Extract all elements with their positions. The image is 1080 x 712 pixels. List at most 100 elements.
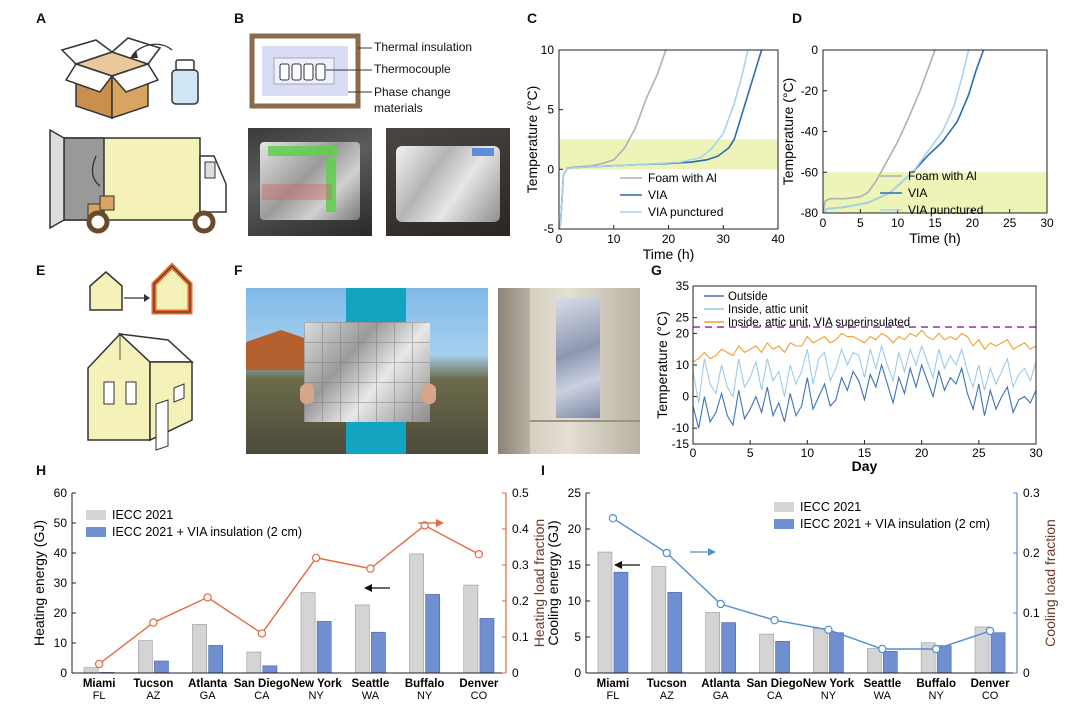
chart-C-ylabel: Temperature (°C) [524,86,540,194]
chart-C-ytick-2: 5 [547,103,554,117]
chart-D-series-2 [822,49,970,214]
chart-H-bar-via-3 [262,665,278,674]
chart-I-fraction-point-7 [985,626,995,636]
chart-I-fraction-point-5 [878,644,887,654]
chart-I-ytick-4: 20 [568,522,582,536]
chart-H-bar-base-3 [246,651,262,674]
chart-G-xlabel: Day [852,458,878,474]
chart-G-xtick-1: 5 [747,446,754,460]
panel-label-a: A [36,10,47,26]
chart-H-bar-base-4 [300,592,316,674]
chart-D-ytick-3: -20 [801,84,819,98]
chart-H-category-state-0: FL [93,690,106,702]
chart-I-ytick-1: 5 [574,630,581,644]
chart-H-y2tick-4: 0.4 [512,522,529,536]
chart-H-fraction-point-1 [149,618,158,627]
chart-I-fraction-point-2 [716,599,725,609]
chart-D-ytick-1: -60 [801,165,819,179]
chart-G-ylabel: Temperature (°C) [654,311,670,419]
chart-I-arrow-left-head-icon [614,561,622,569]
chart-H-ytick-3: 30 [54,576,68,590]
chart-H-category-state-7: CO [471,690,488,702]
chart-C-xtick-4: 40 [771,232,785,246]
chart-I-category-state-1: AZ [660,690,674,702]
label-thermal-insulation: Thermal insulation [374,40,473,54]
chart-I-legend-swatch-1 [774,519,794,529]
chart-G-ytick-2: 0 [682,390,689,404]
chart-C-xlabel: Time (h) [643,246,695,262]
chart-H-category-state-2: GA [200,690,217,702]
chart-I-category-state-5: WA [874,690,892,702]
panel-label-i: I [541,462,545,478]
chart-D-band [823,172,1047,213]
chart-I-bar-base-5 [867,648,882,674]
chart-I-arrow-right-head-icon [708,548,716,556]
chart-I-category-2: Atlanta [701,678,741,690]
chart-H-y2label: Heating load fraction [531,519,547,647]
chart-D-xlabel: Time (h) [909,230,961,246]
chart-H-bar-base-7 [463,584,479,674]
chart-I-ytick-0: 0 [574,666,581,680]
chart-H-category-state-5: WA [362,690,380,702]
chart-I-category-3: San Diego [746,678,802,690]
chart-C-legend-0: Foam with Al [648,171,717,185]
chart-C-ytick-1: 0 [547,162,554,176]
chart-H-y2tick-2: 0.2 [512,594,529,608]
chart-H-category-state-6: NY [417,690,433,702]
chart-G-ytick-5: 25 [676,311,690,325]
chart-H-bar-via-7 [479,618,495,674]
chart-H-ytick-2: 20 [54,606,68,620]
chart-I-fraction-point-4 [824,625,833,635]
chart-I-category-state-3: CA [767,690,783,702]
chart-C-ytick-0: -5 [543,222,554,236]
chart-D-xtick-2: 10 [891,216,905,230]
chart-I-y2tick-1: 0.1 [1023,606,1040,620]
chart-I-bar-base-2 [705,612,720,674]
chart-H-legend-0: IECC 2021 [112,508,173,522]
chart-H-y2tick-3: 0.3 [512,558,529,572]
chart-H-ytick-4: 40 [54,546,68,560]
chart-G-ytick-1: -10 [672,421,690,435]
chart-I-fraction-point-3 [770,616,779,625]
chart-D-legend-2: VIA punctured [908,203,983,217]
label-phase-change: Phase change [374,85,451,99]
chart-H-fraction-point-4 [311,553,321,563]
chart-I-y2label: Cooling load fraction [1042,519,1058,647]
chart-G-series-2 [692,329,1037,363]
chart-H-category-state-4: NY [308,690,324,702]
chart-G-xtick-0: 0 [690,446,697,460]
chart-H-legend-swatch-1 [86,527,106,537]
photo-insulated-box-foil [386,128,510,236]
chart-H-legend-1: IECC 2021 + VIA insulation (2 cm) [112,525,302,539]
label-thermocouple: Thermocouple [374,62,451,76]
chart-I-bar-base-3 [759,633,774,674]
chart-I-fraction-point-1 [662,548,672,558]
chart-H-category-3: San Diego [234,678,290,690]
chart-H-fraction-line [98,524,480,665]
chart-G-xtick-5: 25 [972,446,986,460]
chart-G-xtick-6: 30 [1029,446,1043,460]
chart-G-legend-2: Inside, attic unit, VIA superinsulated [728,317,910,329]
chart-H-arrow-left-head-icon [364,584,372,592]
chart-I-category-5: Seattle [863,678,901,690]
chart-I-ytick-3: 15 [568,558,582,572]
chart-C-ytick-3: 10 [541,43,555,57]
chart-I-category-7: Denver [971,678,1011,690]
chart-H-bar-via-4 [316,621,332,674]
chart-H-bar-via-6 [425,594,441,674]
panel-label-d: D [792,10,803,26]
photo-via-panel-wall [498,288,640,454]
chart-H-category-1: Tucson [133,678,173,690]
chart-G-ytick-4: 20 [676,326,690,340]
chart-I-bar-via-4 [829,632,844,674]
chart-G-series-0 [692,362,1037,429]
chart-D-ytick-0: -80 [801,206,819,220]
chart-D-xtick-3: 15 [928,216,942,230]
chart-D-legend-0: Foam with Al [908,169,977,183]
chart-G-xtick-3: 15 [858,446,872,460]
chart-I-bar-via-0 [613,571,629,674]
chart-I-ytick-5: 25 [568,486,582,500]
photo-via-panel-held [246,288,488,454]
chart-H-legend-swatch-0 [86,510,106,520]
chart-C-legend-2: VIA punctured [648,205,723,219]
